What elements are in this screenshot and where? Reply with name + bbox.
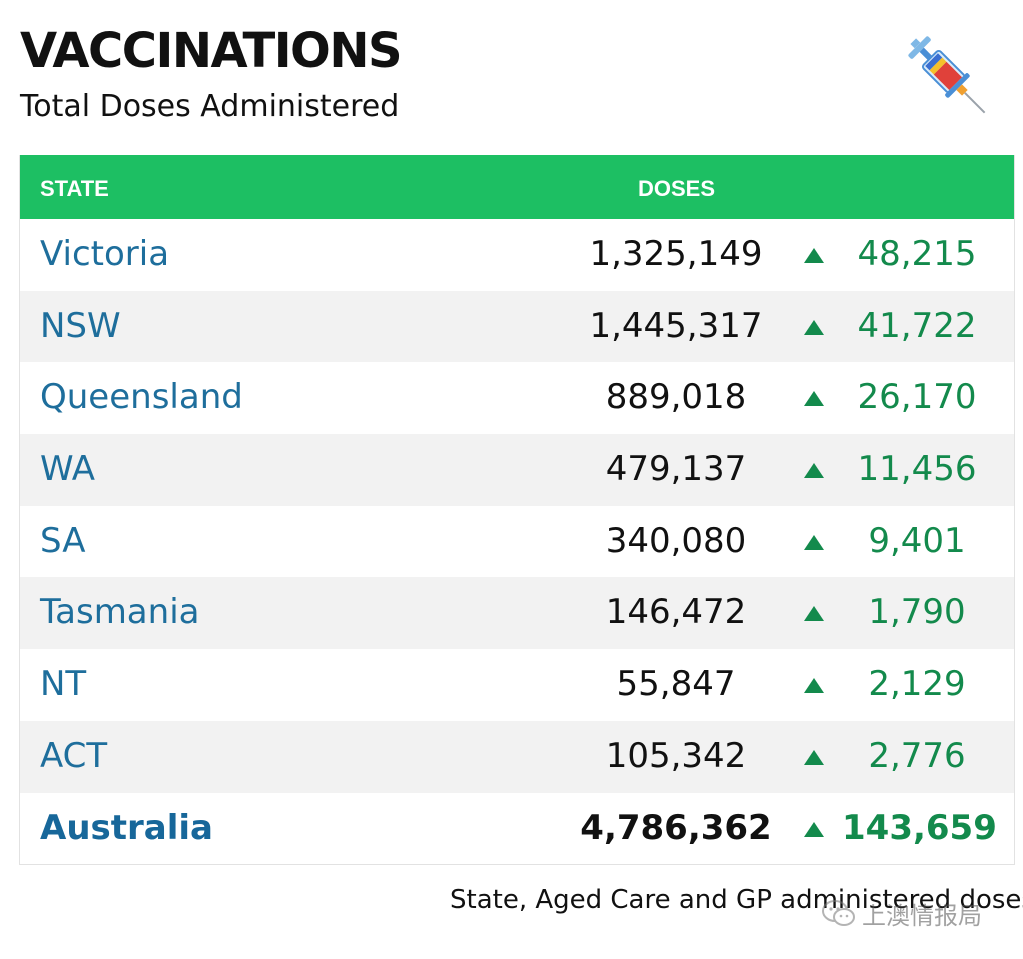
state-name: WA (40, 449, 96, 490)
up-arrow-icon (804, 319, 824, 335)
state-name: ACT (40, 735, 108, 776)
doses-value: 1,445,317 (589, 305, 763, 346)
doses-value: 1,325,149 (589, 234, 763, 274)
table-row-sa: SA 340,080 9,401 (20, 506, 1014, 578)
change-value: 48,215 (857, 234, 977, 274)
up-arrow-icon (804, 248, 824, 263)
table-row-queensland: Queensland 889,018 26,170 (20, 362, 1014, 434)
change-value: 2,776 (868, 735, 966, 776)
vaccination-table: STATE DOSES Victoria 1,325,149 48,215 NS… (19, 155, 1015, 866)
up-arrow-icon (804, 749, 824, 765)
table-row-total: Australia 4,786,362 143,659 (20, 793, 1014, 865)
table-row-act: ACT 105,342 2,776 (20, 720, 1014, 793)
doses-value: 146,472 (605, 592, 747, 633)
column-header-state: STATE (40, 176, 109, 201)
up-arrow-icon (804, 606, 824, 622)
doses-value: 479,137 (605, 449, 747, 490)
table-body: Victoria 1,325,149 48,215 NSW 1,445,317 … (20, 219, 1014, 864)
footnote: State, Aged Care and GP administered dos… (450, 885, 1023, 915)
doses-value: 105,342 (605, 735, 747, 776)
page-subtitle: Total Doses Administered (20, 89, 400, 124)
change-value: 2,129 (868, 664, 966, 705)
table-row-nsw: NSW 1,445,317 41,722 (20, 290, 1014, 363)
up-arrow-icon (804, 678, 824, 694)
syringe-icon (908, 36, 986, 114)
state-name: Tasmania (40, 592, 200, 633)
column-header-doses: DOSES (637, 176, 716, 201)
state-name: NT (40, 664, 87, 705)
table-row-nt: NT 55,847 2,129 (20, 649, 1014, 721)
table-header: STATE DOSES (20, 155, 1014, 219)
table-row-wa: WA 479,137 11,456 (20, 434, 1014, 506)
doses-value: 340,080 (605, 520, 747, 561)
change-value: 9,401 (868, 520, 966, 561)
table-row-victoria: Victoria 1,325,149 48,215 (20, 219, 1014, 291)
wechat-icon (822, 899, 855, 926)
watermark: 上澳情报局 (822, 896, 982, 931)
state-name: NSW (40, 305, 121, 346)
up-arrow-icon (804, 391, 824, 407)
change-value: 143,659 (842, 807, 997, 848)
table-row-tasmania: Tasmania 146,472 1,790 (20, 577, 1014, 650)
state-name: Queensland (40, 377, 243, 418)
doses-value: 55,847 (616, 664, 736, 705)
change-value: 26,170 (857, 377, 977, 418)
page-title: VACCINATIONS (20, 23, 403, 79)
state-name: SA (40, 520, 86, 561)
up-arrow-icon (804, 821, 824, 837)
watermark-text: 上澳情报局 (862, 902, 982, 930)
state-name: Australia (40, 807, 213, 848)
state-name: Victoria (40, 234, 170, 274)
doses-value: 4,786,362 (580, 807, 772, 848)
change-value: 41,722 (857, 305, 977, 346)
change-value: 1,790 (868, 592, 966, 633)
up-arrow-icon (804, 463, 824, 479)
doses-value: 889,018 (605, 377, 747, 418)
change-value: 11,456 (857, 449, 977, 490)
up-arrow-icon (804, 534, 824, 550)
